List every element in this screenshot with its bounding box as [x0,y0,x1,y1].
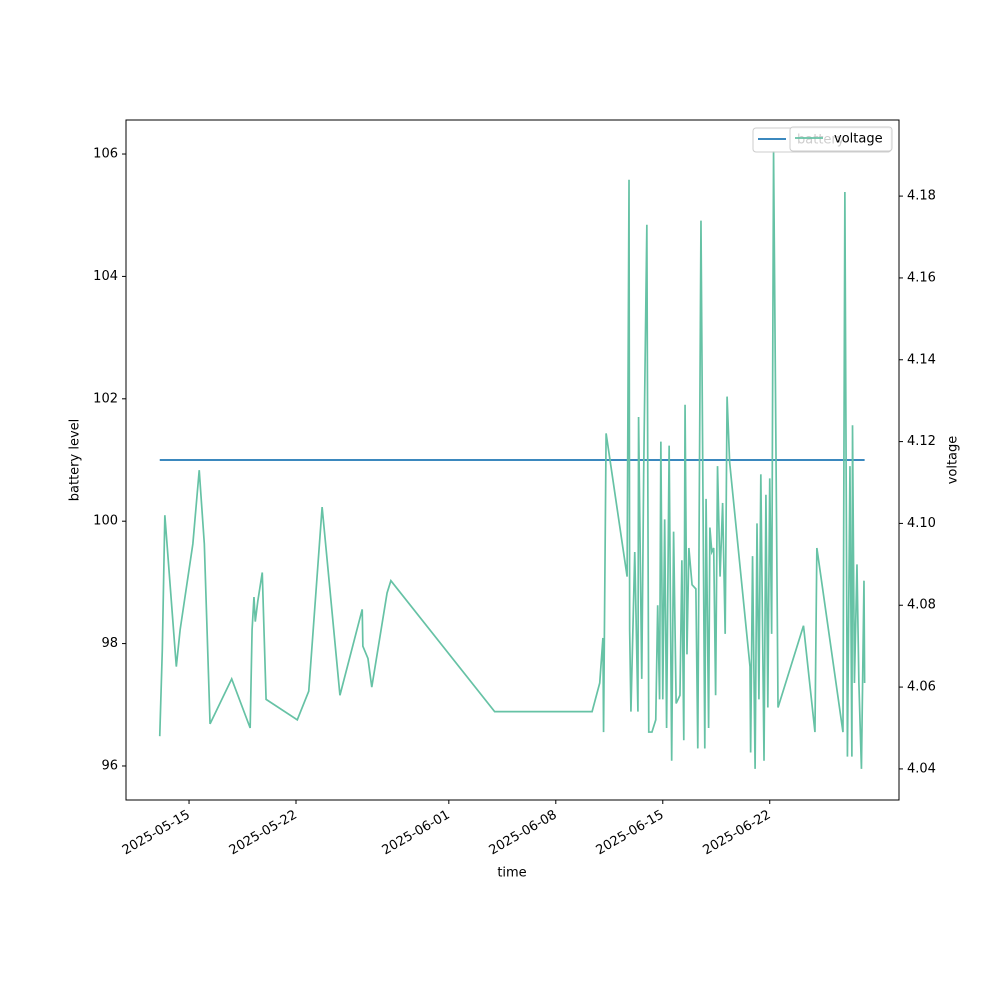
line-series [158,151,866,769]
y-tick-label: 106 [93,147,118,162]
x-tick-label: 2025-06-22 [701,808,774,859]
legend-box [789,126,893,152]
y2-tick-label: 4.06 [907,680,936,695]
y2-tick-label: 4.12 [907,434,936,449]
y2-tick-label: 4.08 [907,598,936,613]
y-tick-label: 102 [93,391,118,406]
y2-tick-label: 4.18 [907,189,936,204]
legend-label: voltage [834,132,883,147]
y-tick-label: 98 [101,636,118,651]
x-tick-label: 2025-06-15 [594,808,667,859]
plot-frame [125,119,900,801]
y2-tick-label: 4.14 [907,352,936,367]
x-tick-label: 2025-06-01 [380,808,453,859]
y2-tick-label: 4.16 [907,270,936,285]
y-axis-label: battery level [68,419,83,502]
y-tick-label: 100 [93,514,118,529]
x-tick-label: 2025-06-08 [487,808,560,859]
x-axis-label: time [497,866,526,881]
x-tick-label: 2025-05-15 [120,808,193,859]
y2-tick-label: 4.04 [907,761,936,776]
y2-axis-label: voltage [946,436,961,485]
y2-tick-label: 4.10 [907,516,936,531]
x-tick-label: 2025-05-22 [227,808,300,859]
y-tick-label: 96 [101,758,118,773]
y-tick-label: 104 [93,269,118,284]
